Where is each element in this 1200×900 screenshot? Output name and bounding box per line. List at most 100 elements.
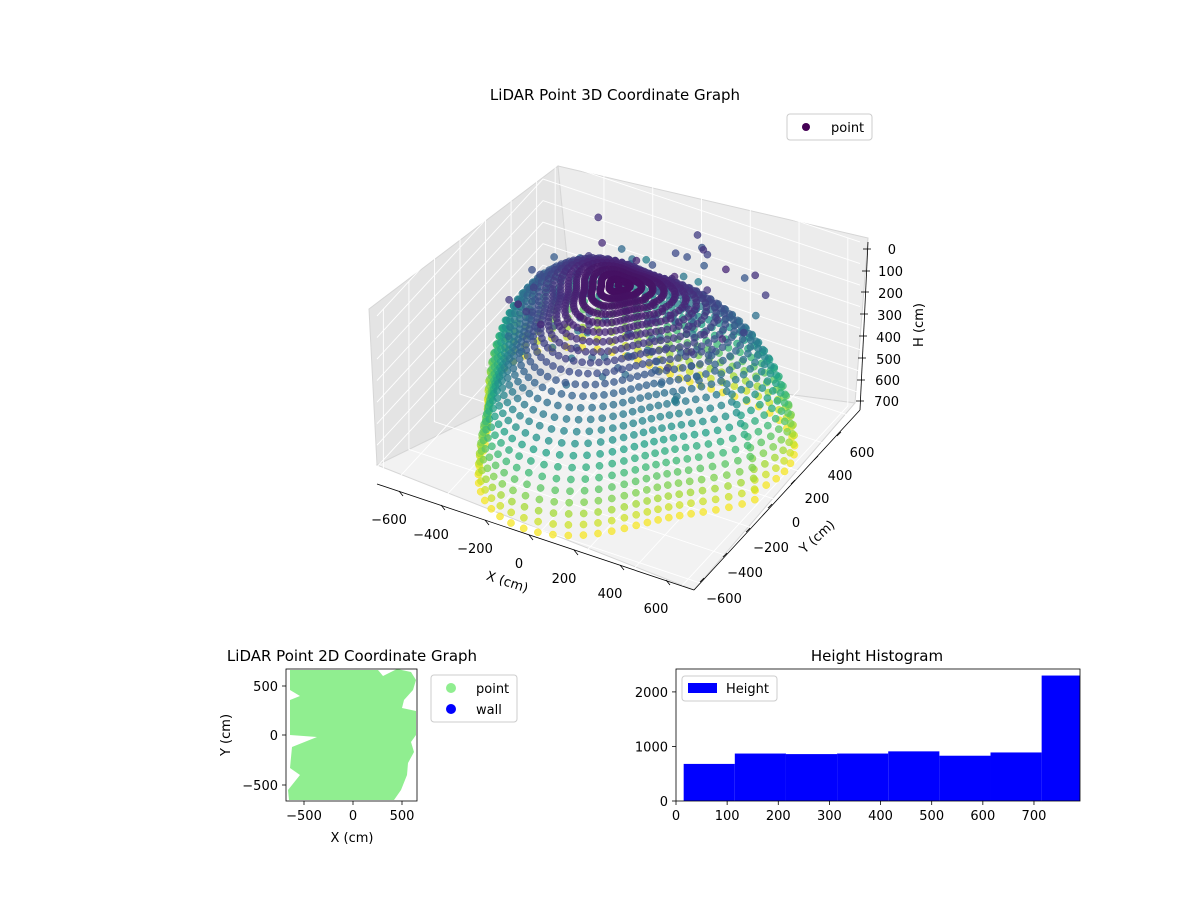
- grid-line: [376, 135, 861, 317]
- data-point: [497, 439, 505, 447]
- data-point: [534, 528, 542, 537]
- data-point: [750, 485, 759, 494]
- data-point: [579, 531, 588, 539]
- data-point: [652, 390, 661, 399]
- data-point: [568, 463, 576, 472]
- data-point: [695, 376, 703, 385]
- data-point: [601, 379, 609, 388]
- data-point: [487, 423, 496, 432]
- data-point: [665, 411, 674, 419]
- data-point: [748, 463, 757, 472]
- data-point: [685, 408, 693, 416]
- data-point: [538, 383, 547, 392]
- z-axis-ticks: 0 100 200 300 400 500 600 700: [856, 243, 903, 410]
- data-point: [767, 362, 775, 370]
- data-point: [717, 401, 726, 410]
- z-tick-label: 300: [877, 309, 902, 324]
- data-point: [702, 393, 710, 402]
- legend-height-label: Height: [726, 682, 769, 697]
- data-point: [697, 347, 706, 356]
- data-point: [697, 475, 706, 484]
- data-point: [643, 497, 651, 505]
- data-point: [699, 245, 708, 254]
- chart-2d-x-ticks: [303, 801, 403, 805]
- data-point: [535, 495, 544, 504]
- data-point: [758, 384, 767, 392]
- data-point: [515, 452, 523, 460]
- data-point: [505, 295, 513, 304]
- legend-point-label: point: [831, 121, 864, 136]
- data-point: [675, 501, 684, 509]
- chart-2d-y-ticks: [282, 685, 286, 786]
- data-point: [554, 462, 562, 471]
- data-point: [773, 397, 782, 405]
- data-point: [663, 335, 672, 344]
- data-point: [504, 416, 513, 425]
- data-point: [619, 421, 628, 430]
- data-point: [555, 451, 564, 459]
- data-point: [751, 271, 760, 280]
- data-point: [602, 293, 610, 302]
- x-tick-label: 700: [1022, 809, 1047, 824]
- data-point: [498, 480, 507, 488]
- data-point: [605, 337, 614, 345]
- data-point: [679, 432, 688, 441]
- data-point: [674, 375, 683, 384]
- data-point: [560, 342, 569, 350]
- data-point: [661, 447, 669, 455]
- data-point: [700, 330, 709, 339]
- data-point: [693, 231, 702, 239]
- data-point: [717, 377, 725, 385]
- data-point: [743, 441, 752, 450]
- data-point: [699, 508, 708, 516]
- data-point: [487, 504, 496, 513]
- data-point: [730, 382, 739, 391]
- data-point: [710, 335, 719, 343]
- data-point: [687, 509, 695, 518]
- data-point: [733, 361, 741, 370]
- data-point: [586, 415, 595, 424]
- data-point: [500, 468, 508, 477]
- data-point: [666, 377, 674, 385]
- data-point: [620, 503, 629, 511]
- y-tick-label: 1000: [635, 740, 668, 755]
- data-point: [665, 513, 673, 522]
- data-point: [567, 475, 575, 484]
- legend-height-swatch: [688, 683, 717, 693]
- data-point: [554, 351, 563, 360]
- data-point: [688, 419, 696, 428]
- data-point: [699, 417, 707, 426]
- data-point: [632, 510, 641, 519]
- data-point: [761, 291, 770, 300]
- data-point: [683, 374, 692, 383]
- data-point: [650, 437, 658, 446]
- data-point: [508, 434, 517, 443]
- data-point: [724, 492, 733, 501]
- data-point: [514, 300, 523, 309]
- data-point: [704, 440, 713, 448]
- data-point: [735, 467, 744, 476]
- data-point: [780, 399, 789, 407]
- data-point: [496, 512, 504, 521]
- data-point: [740, 430, 749, 439]
- data-point: [679, 272, 688, 281]
- data-point: [508, 388, 517, 396]
- x-axis-line: [376, 483, 695, 591]
- histogram-bar: [683, 763, 735, 801]
- data-point: [491, 412, 499, 421]
- data-point: [547, 387, 556, 396]
- x-tick-label: 400: [598, 587, 623, 602]
- data-point: [578, 358, 586, 367]
- data-point: [662, 458, 670, 467]
- data-point: [617, 245, 626, 253]
- data-point: [586, 358, 595, 367]
- data-point: [604, 347, 613, 356]
- data-point: [529, 283, 538, 292]
- data-point: [496, 501, 505, 510]
- data-point: [618, 354, 626, 363]
- data-point: [723, 471, 731, 479]
- x-tick-label: −500: [286, 809, 322, 824]
- data-point: [650, 379, 658, 388]
- data-point: [674, 479, 683, 487]
- data-point: [523, 480, 531, 489]
